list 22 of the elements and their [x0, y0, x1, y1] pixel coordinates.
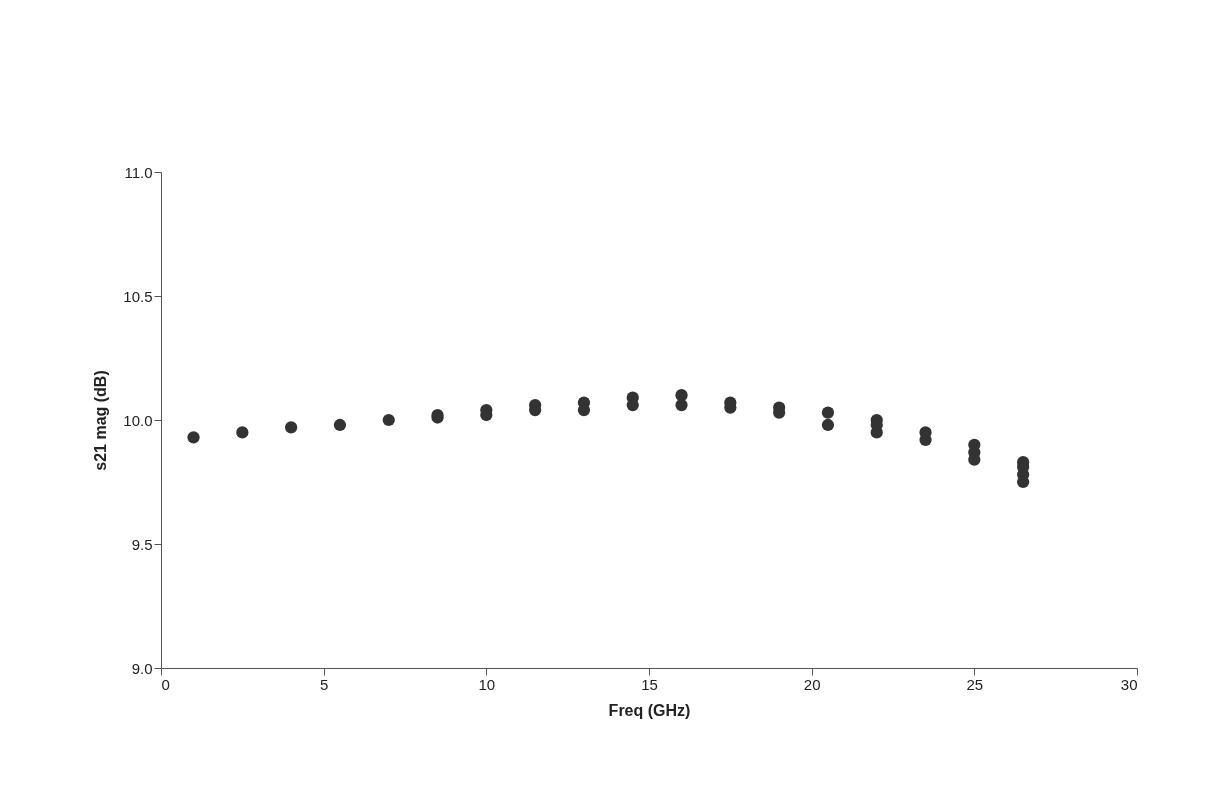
y-tick-label: 9.0 — [131, 659, 153, 677]
y-tick-label: 9.5 — [131, 535, 153, 553]
x-tick-label: 0 — [161, 675, 170, 693]
x-tick-label: 10 — [478, 675, 496, 693]
y-tick-label: 11.0 — [124, 163, 153, 181]
x-tick-label: 25 — [966, 675, 984, 693]
point — [577, 396, 591, 409]
x-tick-label: 20 — [803, 675, 821, 693]
point — [285, 421, 298, 434]
point — [236, 426, 249, 439]
y-tick-label: 10.5 — [123, 287, 153, 305]
y-tick-label: 10.0 — [123, 411, 153, 429]
x-tick-label: 30 — [1120, 675, 1138, 693]
point — [821, 418, 835, 432]
point — [187, 431, 200, 444]
point — [821, 406, 835, 419]
point — [382, 413, 395, 427]
x-tick-label: 15 — [641, 675, 658, 693]
x-tick-label: 5 — [319, 675, 329, 693]
point — [333, 418, 347, 432]
y-axis-title: s21 mag (dB) — [92, 370, 110, 471]
x-axis-title: Freq (GHz) — [608, 701, 691, 719]
